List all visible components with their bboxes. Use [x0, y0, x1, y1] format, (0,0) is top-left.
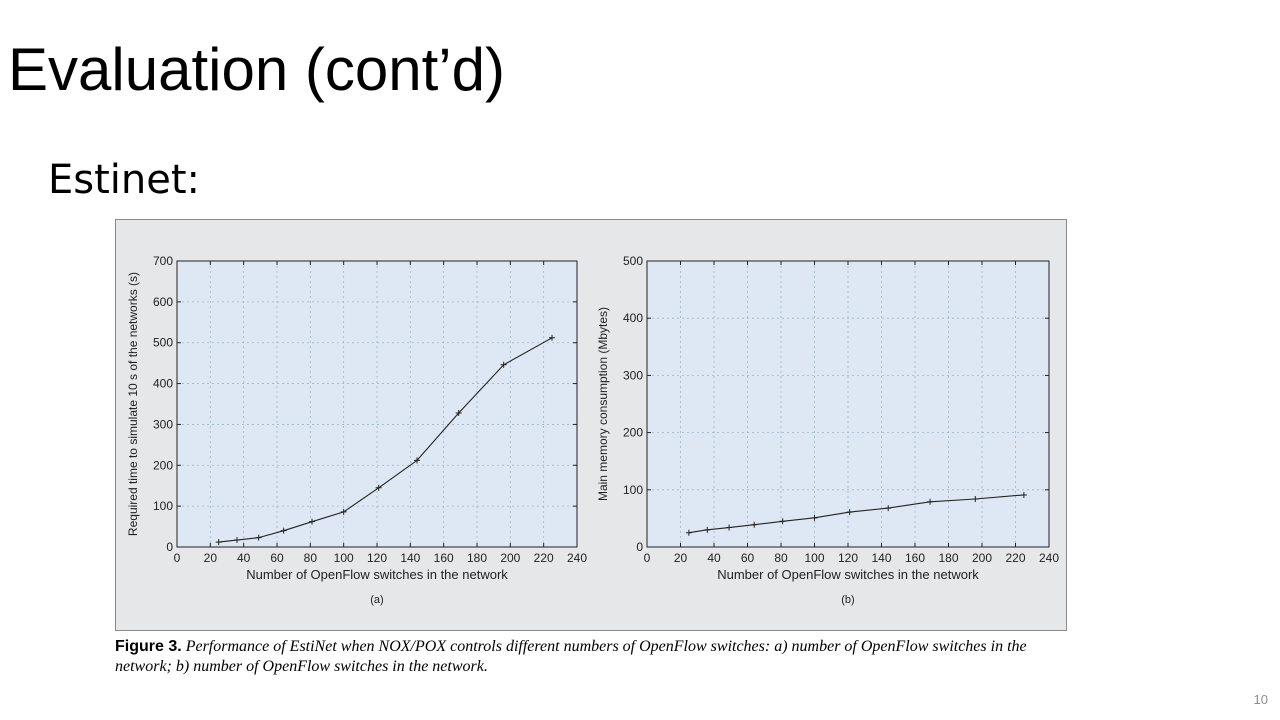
chart-b-y-axis-label: Main memory consumption (Mbytes)	[596, 307, 610, 501]
chart-a-y-tick-label: 100	[153, 499, 173, 513]
chart-b-x-tick-label: 160	[905, 551, 925, 565]
chart-a-x-tick-label: 100	[334, 551, 354, 565]
caption-text: Performance of EstiNet when NOX/POX cont…	[115, 638, 1027, 675]
chart-a-x-tick-label: 20	[204, 551, 218, 565]
chart-b-x-tick-label: 60	[741, 551, 755, 565]
chart-a-panel-label: (a)	[370, 594, 383, 606]
chart-a-y-tick-label: 300	[153, 417, 173, 431]
chart-a-x-tick-label: 60	[270, 551, 284, 565]
chart-a-x-tick-label: 180	[467, 551, 487, 565]
figure-panel: 0 20 40 60 80 100 120 140 160 180 200 220 240 0 100 200…	[115, 219, 1067, 631]
chart-b-data-point	[751, 521, 758, 528]
chart-b-x-tick-label: 120	[838, 551, 858, 565]
chart-b-data-point	[811, 514, 818, 521]
chart-b-y-tick-label: 0	[636, 540, 643, 554]
chart-a-y-axis-label: Required time to simulate 10 s of the ne…	[126, 272, 140, 536]
chart-a-y-tick-label: 600	[153, 295, 173, 309]
chart-b-y-tick-label: 100	[623, 483, 643, 497]
chart-a-x-tick-label: 140	[400, 551, 420, 565]
slide-subtitle: Estinet:	[48, 157, 201, 203]
chart-a-data-point	[455, 409, 462, 416]
chart-a-data-point	[255, 534, 262, 541]
chart-b-data-point	[885, 505, 892, 512]
chart-b-data-point	[726, 524, 733, 531]
chart-b-plot-area	[647, 261, 1049, 547]
chart-b-data-point	[846, 509, 853, 516]
chart-a-x-tick-label: 240	[567, 551, 587, 565]
chart-a-x-tick-label: 200	[500, 551, 520, 565]
chart-b-x-tick-label: 20	[674, 551, 688, 565]
chart-b-x-tick-label: 180	[938, 551, 958, 565]
chart-b-y-tick-label: 500	[623, 254, 643, 268]
chart-a-data-point	[280, 527, 287, 534]
chart-a-x-tick-label: 220	[534, 551, 554, 565]
chart-b-x-axis-label: Number of OpenFlow switches in the netwo…	[717, 567, 979, 582]
chart-a-x-tick-label: 120	[367, 551, 387, 565]
chart-b-y-tick-label: 400	[623, 311, 643, 325]
chart-a-data-point	[549, 334, 555, 341]
chart-b-data-point	[685, 529, 692, 536]
chart-a-y-tick-label: 700	[153, 254, 173, 268]
chart-b-panel-label: (b)	[841, 594, 854, 606]
chart-b-data-point	[927, 498, 934, 505]
chart-b-x-tick-label: 200	[972, 551, 992, 565]
chart-b-x-tick-label: 220	[1005, 551, 1025, 565]
chart-a-data-point	[340, 508, 347, 515]
chart-b-x-tick-label: 240	[1039, 551, 1059, 565]
chart-a-data-point	[500, 361, 507, 368]
chart-b-y-tick-label: 200	[623, 426, 643, 440]
caption-label: Figure 3.	[115, 638, 182, 655]
chart-a-x-axis-label: Number of OpenFlow switches in the netwo…	[246, 567, 508, 582]
chart-b-data-point	[1020, 491, 1027, 498]
chart-a-plot-area	[177, 261, 577, 547]
chart-b-data-point	[779, 518, 786, 525]
chart-a-x-tick-label: 0	[174, 551, 181, 565]
chart-a-data-point	[215, 539, 222, 546]
chart-a-y-tick-label: 200	[153, 458, 173, 472]
page-number: 10	[1253, 692, 1268, 707]
chart-a-data-point	[414, 457, 420, 464]
figure-caption: Figure 3. Performance of EstiNet when NO…	[115, 637, 1075, 677]
chart-b-x-tick-label: 80	[774, 551, 788, 565]
chart-a-x-tick-label: 40	[237, 551, 251, 565]
chart-b-x-tick-label: 140	[871, 551, 891, 565]
chart-b-x-tick-label: 40	[707, 551, 721, 565]
chart-a-data-point	[309, 518, 315, 525]
slide-title: Evaluation (cont’d)	[8, 36, 505, 103]
chart-b-data-point	[972, 495, 979, 502]
chart-b-x-tick-label: 0	[644, 551, 651, 565]
chart-b-y-tick-label: 300	[623, 368, 643, 382]
chart-a-y-tick-label: 0	[166, 540, 173, 554]
chart-a-y-tick-label: 400	[153, 377, 173, 391]
chart-a-data-point	[234, 537, 240, 544]
chart-b-x-tick-label: 100	[804, 551, 824, 565]
chart-a-data-point	[375, 484, 382, 491]
figure-charts: 0 20 40 60 80 100 120 140 160 180 200 220 2400100200…	[126, 254, 1059, 606]
chart-a-x-tick-label: 160	[434, 551, 454, 565]
chart-a-x-tick-label: 80	[304, 551, 318, 565]
chart-a-y-tick-label: 500	[153, 336, 173, 350]
chart-b-data-point	[704, 526, 711, 533]
